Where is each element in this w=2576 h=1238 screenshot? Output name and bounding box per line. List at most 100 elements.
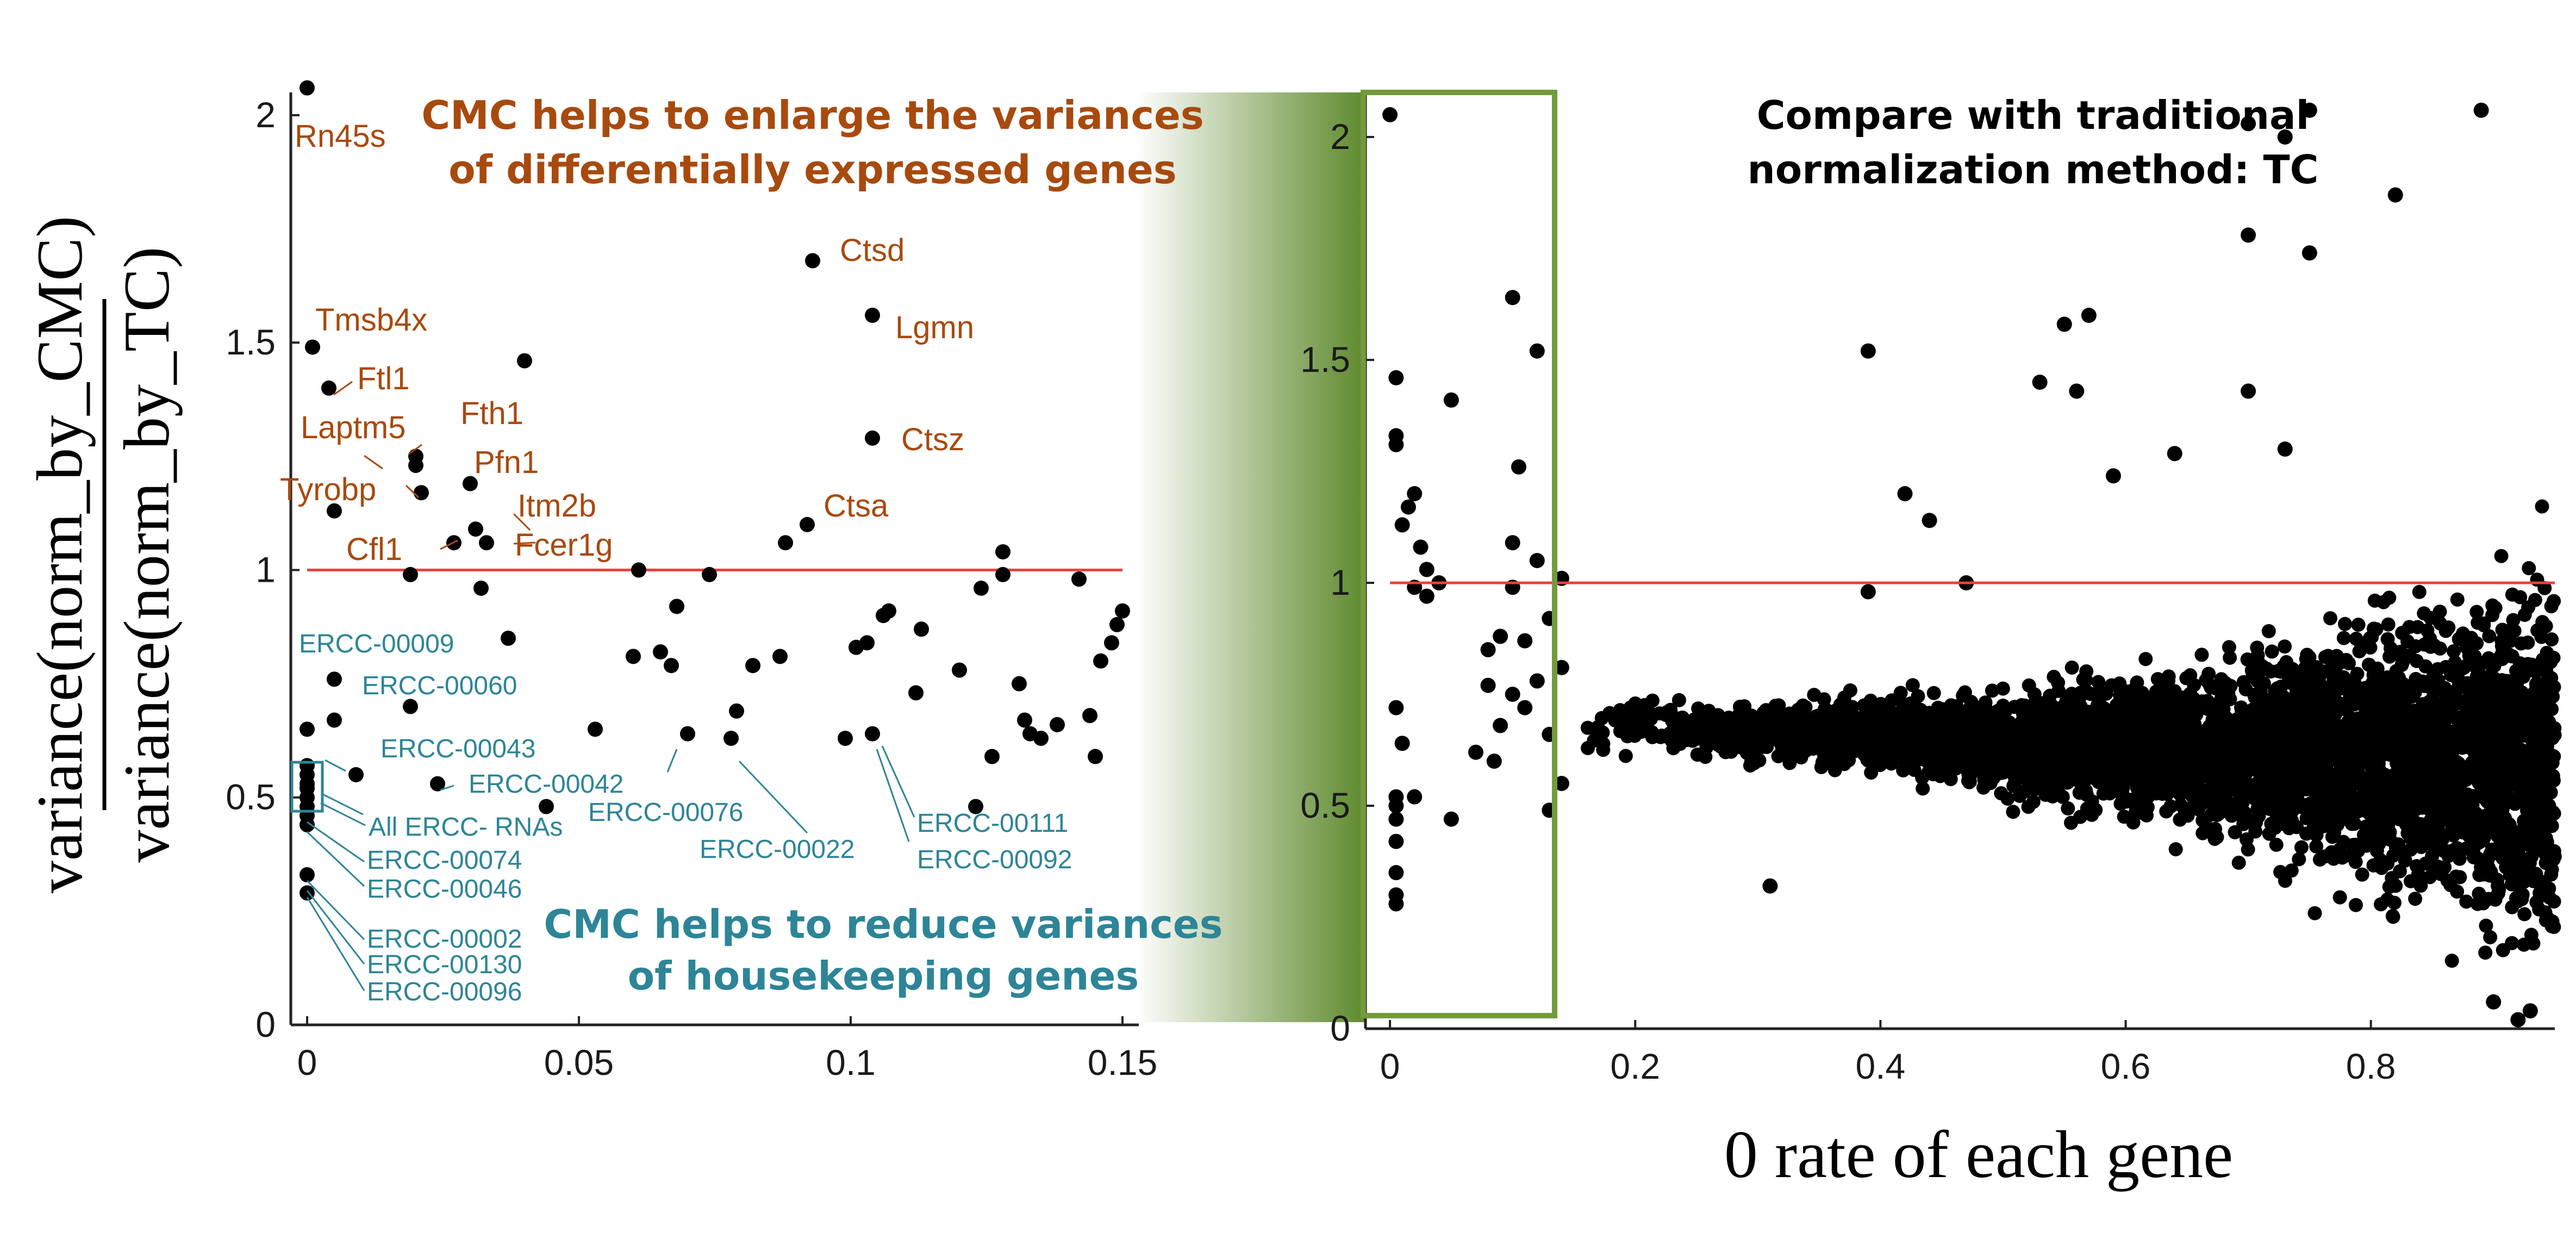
cloud-point — [2265, 767, 2280, 781]
cloud-point — [2209, 721, 2224, 736]
data-point — [403, 699, 418, 714]
cloud-point — [2169, 759, 2184, 774]
cloud-point — [2494, 549, 2509, 563]
cloud-point — [2483, 930, 2498, 944]
data-point — [1517, 633, 1533, 649]
cloud-point — [2140, 719, 2154, 733]
cloud-point — [2423, 870, 2437, 885]
data-point — [1388, 370, 1404, 385]
cloud-point — [2016, 699, 2031, 713]
data-point — [300, 867, 315, 882]
cloud-point — [2218, 740, 2233, 755]
data-point — [348, 767, 364, 782]
cloud-point — [1798, 743, 1813, 758]
data-point — [729, 703, 744, 719]
cloud-point — [2269, 837, 2284, 852]
right-panel-y-ticks: 0 0.5 1 1.5 2 — [1300, 116, 1374, 1048]
cloud-point — [1922, 706, 1936, 720]
data-point — [865, 307, 880, 323]
cloud-point — [2460, 681, 2474, 695]
cloud-point — [2292, 852, 2306, 867]
y-tick-label: 1 — [1330, 562, 1350, 602]
cloud-point — [2240, 652, 2255, 667]
cloud-point — [2411, 830, 2425, 844]
cloud-point — [2308, 779, 2323, 793]
data-point — [995, 544, 1011, 559]
cloud-point — [2509, 846, 2524, 861]
cloud-point — [2293, 799, 2307, 814]
data-point — [479, 535, 494, 551]
cloud-point — [2494, 634, 2509, 649]
x-tick-label: 0.15 — [1088, 1042, 1157, 1083]
cloud-point — [2355, 718, 2369, 732]
data-point — [300, 80, 315, 96]
cloud-point — [2385, 909, 2400, 923]
cloud-point — [2320, 723, 2335, 737]
cloud-point — [2318, 849, 2333, 864]
cloud-point — [2468, 806, 2483, 820]
gene-label-fcer1g: Fcer1g — [515, 527, 613, 563]
cloud-point — [2359, 693, 2373, 707]
cloud-point — [2136, 758, 2151, 773]
cloud-point — [2326, 673, 2341, 687]
cloud-point — [1664, 725, 1679, 739]
cloud-point — [2341, 695, 2356, 710]
cloud-point — [2063, 711, 2078, 725]
cloud-point — [2425, 849, 2440, 863]
cloud-point — [1875, 724, 1890, 738]
cloud-point — [2168, 842, 2183, 856]
cloud-point — [2245, 736, 2260, 750]
cloud-point — [2005, 741, 2020, 755]
cloud-point — [2061, 801, 2075, 816]
cloud-point — [2088, 802, 2103, 817]
cloud-point — [1733, 710, 1748, 724]
cloud-point — [2398, 853, 2412, 868]
cloud-point — [2444, 954, 2459, 968]
cloud-point — [1669, 714, 1684, 729]
cloud-point — [2459, 841, 2473, 856]
x-tick-label: 0.6 — [2101, 1046, 2151, 1086]
cloud-point — [2278, 639, 2292, 654]
cloud-point — [2351, 618, 2366, 632]
cloud-point — [2484, 868, 2499, 882]
ercc-label-00111: ERCC-00111 — [917, 809, 1068, 838]
housekeeping-heading-line-2: of housekeeping genes — [628, 953, 1139, 999]
cloud-point — [2201, 751, 2216, 766]
cloud-point — [1788, 725, 1802, 739]
cloud-point — [2408, 639, 2423, 654]
data-point — [1388, 811, 1404, 827]
cloud-point — [2408, 892, 2423, 906]
cloud-point — [2490, 829, 2505, 843]
cloud-point — [2546, 769, 2560, 783]
cloud-point — [1831, 704, 1846, 719]
data-point — [1388, 833, 1404, 849]
cloud-point — [2478, 945, 2493, 960]
cloud-point — [2253, 747, 2267, 762]
cloud-point — [2392, 745, 2406, 760]
cloud-point — [2284, 700, 2299, 714]
data-point — [2510, 1012, 2526, 1028]
cloud-point — [2481, 651, 2496, 665]
cloud-point — [1893, 750, 1908, 765]
cloud-point — [2267, 754, 2281, 768]
cloud-point — [2321, 695, 2336, 710]
cloud-point — [2542, 881, 2556, 896]
data-point — [805, 253, 820, 269]
cloud-point — [2417, 606, 2431, 621]
cloud-point — [2312, 667, 2327, 682]
cloud-point — [1795, 712, 1810, 727]
cloud-point — [1995, 681, 2010, 696]
data-point — [1407, 789, 1423, 805]
data-point — [2301, 102, 2317, 118]
cloud-point — [2021, 799, 2036, 814]
cloud-point — [2472, 868, 2487, 882]
cloud-point — [2055, 761, 2069, 776]
cloud-point — [1932, 719, 1947, 734]
data-point — [865, 430, 880, 446]
cloud-point — [2216, 758, 2230, 773]
data-point — [974, 580, 989, 596]
data-point — [1382, 107, 1398, 122]
cloud-point — [2493, 785, 2508, 800]
cloud-point — [2546, 680, 2560, 694]
y-axis-title: variance(norm_by_CMC) variance(norm_by_T… — [23, 216, 183, 893]
